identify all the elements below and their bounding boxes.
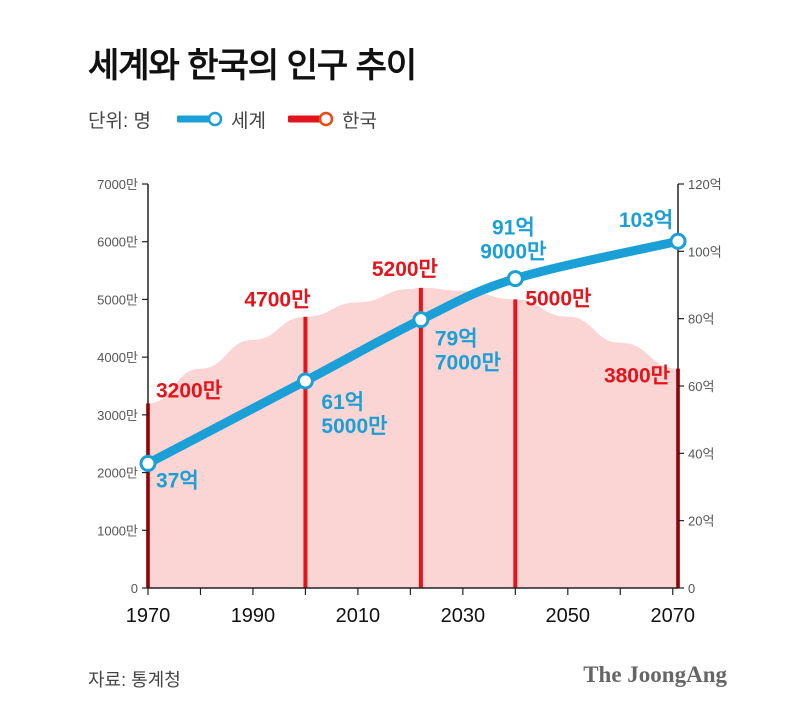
world-data-label-2071: 103억 <box>619 209 673 232</box>
x-tick-label: 1990 <box>231 605 276 627</box>
world-line-swatch-icon <box>177 111 223 127</box>
y-right-tick-label: 80억 <box>688 312 714 327</box>
world-data-label-line: 7000만 <box>435 352 501 375</box>
y-right-tick-label: 40억 <box>688 446 714 461</box>
unit-label: 단위: 명 <box>88 110 151 132</box>
korea-data-label-2022: 5200만 <box>372 258 438 281</box>
korea-line-swatch-icon <box>287 111 334 127</box>
legend-world-label: 세계 <box>231 110 266 132</box>
korea-population-area <box>148 287 678 588</box>
y-right-tick-label: 20억 <box>688 514 714 529</box>
world-data-label-line: 91억 <box>492 217 535 240</box>
x-tick-label: 2070 <box>651 605 696 627</box>
world-data-label-2040: 91억 9000만 <box>480 217 546 264</box>
world-point-2000 <box>296 372 314 390</box>
korea-data-label-2000: 4700만 <box>244 289 310 312</box>
y-left-tick-label: 3000만 <box>97 408 138 423</box>
y-right-tick-label: 0 <box>688 581 695 596</box>
x-tick-label: 2050 <box>546 605 591 627</box>
korea-data-label-2071: 3800만 <box>604 365 670 388</box>
brand-logo: The JoongAng <box>583 662 727 687</box>
x-tick-label: 2030 <box>441 605 486 627</box>
y-left-tick-label: 4000만 <box>97 350 138 365</box>
world-point-1970 <box>139 454 157 472</box>
world-data-label-2022: 79억 7000만 <box>435 328 501 375</box>
world-data-label-line: 61억 <box>321 391 364 414</box>
y-right-tick-label: 120억 <box>688 177 722 192</box>
y-left-tick-label: 0 <box>131 581 138 596</box>
y-left-tick-label: 5000만 <box>97 292 138 307</box>
legend-korea-label: 한국 <box>341 110 377 132</box>
y-right-tick-label: 60억 <box>688 379 714 394</box>
world-data-label-1970: 37억 <box>156 469 199 492</box>
world-data-label-line: 5000만 <box>321 415 387 438</box>
world-data-label-2000: 61억 5000만 <box>321 391 387 438</box>
page-title: 세계와 한국의 인구 추이 <box>88 47 417 85</box>
world-point-2071 <box>669 232 687 250</box>
source-note: 자료: 통계청 <box>88 670 181 690</box>
y-left-tick-label: 1000만 <box>97 523 138 538</box>
korea-data-label-2040: 5000만 <box>525 287 591 310</box>
y-left-tick-label: 2000만 <box>97 466 138 481</box>
world-data-label-line: 37억 <box>156 469 199 492</box>
legend-item-world: 세계 <box>177 106 266 133</box>
y-left-tick-label: 6000만 <box>97 235 138 250</box>
x-tick-label: 2010 <box>336 605 381 627</box>
world-point-2022 <box>412 311 430 329</box>
world-point-2040 <box>506 270 524 288</box>
world-data-label-line: 103억 <box>619 209 673 232</box>
y-left-tick-label: 7000만 <box>97 177 138 192</box>
legend-item-korea: 한국 <box>287 106 377 133</box>
korea-data-label-1970: 3200만 <box>156 379 222 402</box>
world-data-label-line: 79억 <box>435 328 478 351</box>
x-tick-label: 1970 <box>126 605 171 627</box>
population-chart: 0 1000만 2000만 3000만 4000만 5000만 6000만 7000만 0 20억… <box>97 177 722 627</box>
legend: 단위: 명 세계 한국 <box>88 104 399 134</box>
world-data-label-line: 9000만 <box>480 241 546 264</box>
y-right-tick-label: 100억 <box>688 244 722 259</box>
